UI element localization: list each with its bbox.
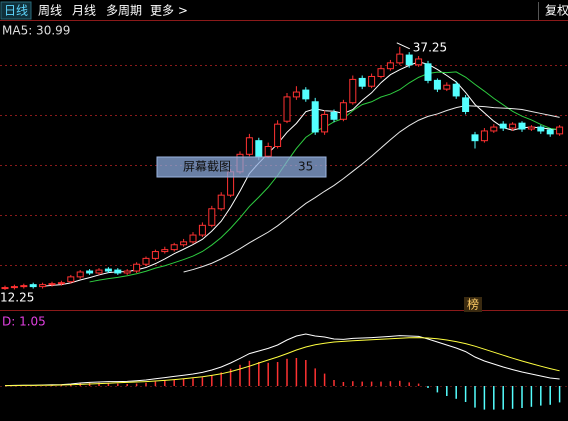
candle-body [170, 244, 178, 251]
candle-body [433, 79, 441, 90]
low-label: 12.25 [0, 291, 34, 305]
peak-label: 37.25 [413, 40, 447, 54]
candle-body [133, 263, 141, 272]
candle-body [330, 111, 338, 120]
candle-body [499, 123, 507, 129]
candle-body [1, 287, 9, 290]
toolbar-tab[interactable]: 周线 [38, 4, 62, 18]
candle-body [67, 276, 75, 283]
ma-line [183, 105, 560, 273]
candle-body [471, 134, 479, 142]
candle-body [311, 101, 319, 133]
candle-body [255, 140, 263, 157]
candle-body [405, 54, 413, 66]
candle-body [274, 123, 282, 148]
candle-body [189, 234, 197, 243]
ma-legend: MA5: 30.99 [2, 24, 70, 38]
candle-body [39, 284, 47, 288]
candle-body [302, 89, 310, 100]
candle-body [321, 113, 329, 133]
macd-dea [5, 337, 560, 387]
peak-pointer [396, 42, 411, 50]
candle-body [198, 224, 206, 236]
candle-body [368, 75, 376, 87]
toolbar-right[interactable]: 复权 [545, 4, 568, 18]
overlay-label: 屏幕截图 [183, 160, 231, 174]
candle-body [424, 63, 432, 81]
candle-body [509, 123, 517, 129]
candle-body [86, 270, 94, 274]
candle-body [95, 269, 103, 274]
active-tab-bg [0, 1, 32, 20]
candle-body [57, 282, 65, 285]
candle-body [546, 129, 554, 135]
candle-body [452, 83, 460, 97]
candle-body [537, 126, 545, 132]
candle-body [443, 84, 451, 90]
candle-body [283, 96, 291, 122]
candle-body [518, 122, 526, 130]
toolbar-tab[interactable]: 月线 [72, 4, 96, 18]
candle-body [527, 126, 535, 130]
candle-body [217, 194, 225, 210]
badge[interactable]: 榜 [467, 297, 479, 312]
macd-label: D: 1.05 [2, 315, 46, 329]
candle-body [386, 62, 394, 70]
candle-body [104, 268, 112, 272]
candle-body [396, 53, 404, 64]
candle-body [480, 130, 488, 142]
candle-body [264, 146, 272, 157]
candle-body [48, 283, 56, 286]
toolbar-tab[interactable]: 更多 > [150, 4, 188, 18]
candle-body [20, 285, 28, 288]
overlay-box [156, 156, 327, 178]
candle-body [349, 78, 357, 104]
badge-bg [464, 297, 482, 312]
candle-body [161, 249, 169, 253]
overlay-value: 35 [298, 160, 313, 174]
candle-body [151, 251, 159, 259]
candle-body [462, 97, 470, 112]
candle-body [10, 286, 18, 289]
candle-body [123, 270, 131, 274]
candle-body [339, 102, 347, 120]
toolbar-tab[interactable]: 多周期 [106, 4, 142, 18]
candle-body [76, 271, 84, 278]
candle-body [245, 137, 253, 155]
candle-body [180, 241, 188, 246]
candle-body [29, 284, 37, 288]
macd-dif [4, 333, 560, 387]
candle-body [142, 257, 150, 265]
candle-body [490, 126, 498, 132]
candle-body [377, 68, 385, 77]
candle-body [292, 91, 300, 98]
candle-body [415, 58, 423, 66]
candle-body [114, 269, 122, 274]
toolbar-tab[interactable]: 日线 [4, 4, 28, 18]
candle-body [358, 77, 366, 87]
candle-body [208, 208, 216, 226]
candle-body [556, 126, 564, 135]
